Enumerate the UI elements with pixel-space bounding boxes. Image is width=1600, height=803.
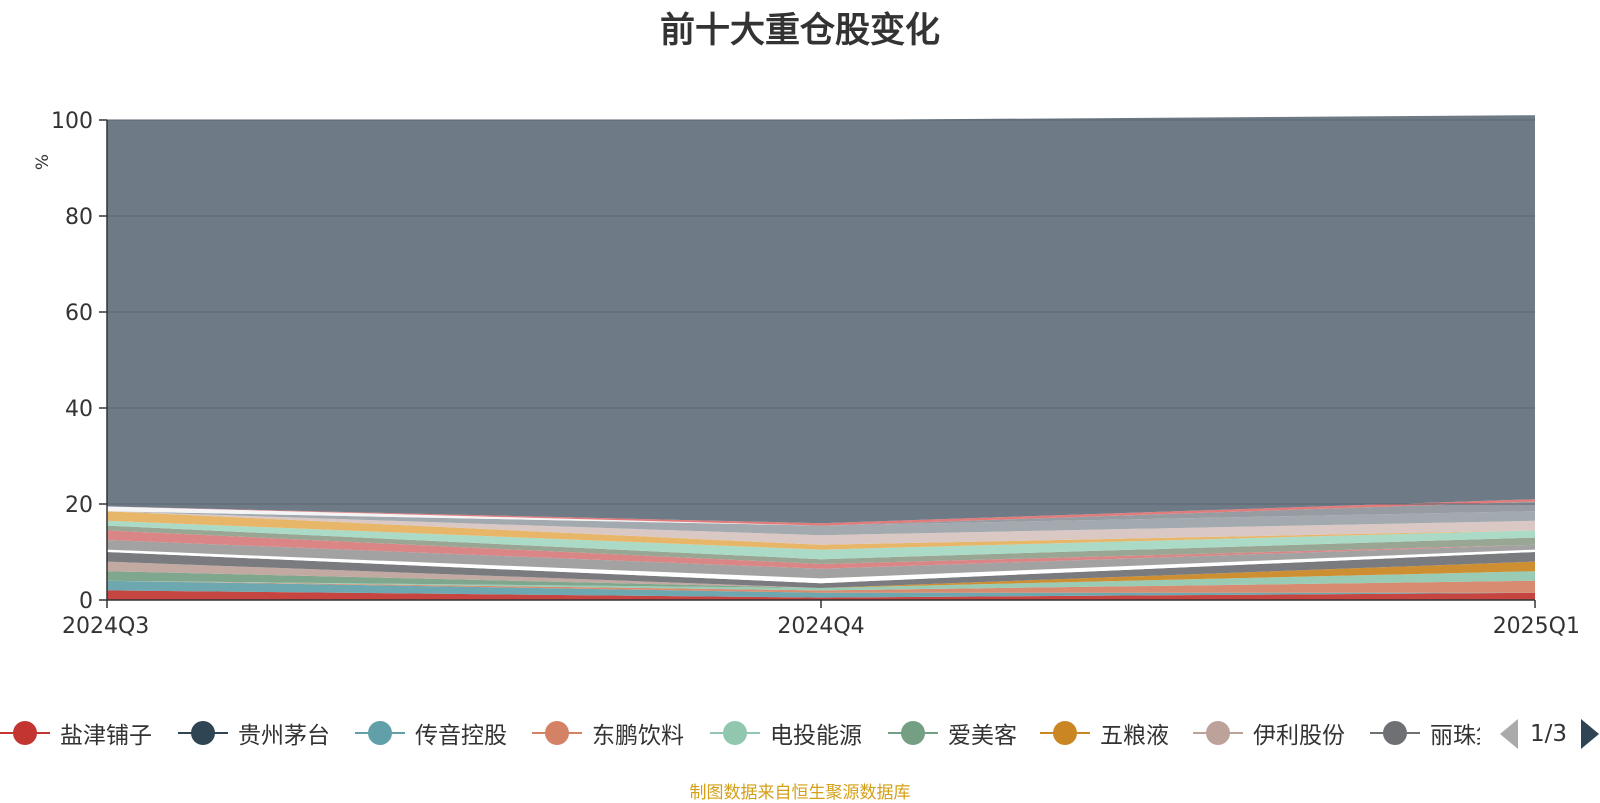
y-tick-label: 40 bbox=[65, 397, 93, 422]
legend-label: 东鹏饮料 bbox=[592, 723, 684, 749]
grid-lines bbox=[107, 119, 1535, 505]
legend-label: 贵州茅台 bbox=[238, 723, 330, 749]
area-series-18 bbox=[107, 506, 1535, 526]
area-series-21 bbox=[107, 115, 1535, 524]
legend-label: 盐津铺子 bbox=[60, 723, 152, 749]
area-series-8 bbox=[107, 561, 1535, 588]
legend-label: 五粮液 bbox=[1100, 723, 1169, 749]
area-series-16 bbox=[107, 511, 1535, 545]
axes: 0 20 40 60 80 100 2024Q3 2024Q4 2025Q1 bbox=[51, 109, 1580, 639]
chart-title: 前十大重仓股变化 bbox=[659, 11, 940, 51]
legend-item[interactable]: 爱美客 bbox=[888, 713, 1017, 753]
legend-item[interactable]: 传音控股 bbox=[355, 713, 507, 753]
source-note: 制图数据来自恒生聚源数据库 bbox=[689, 783, 911, 803]
legend-marker-icon bbox=[1193, 718, 1243, 748]
legend-label: 爱美客 bbox=[948, 723, 1017, 749]
legend-item[interactable]: 丽珠集团 bbox=[1370, 713, 1480, 753]
legend-marker-icon bbox=[710, 718, 760, 748]
area-series-12 bbox=[107, 530, 1535, 569]
area-series-group bbox=[107, 115, 1535, 600]
area-series-19 bbox=[107, 501, 1535, 526]
legend-item[interactable]: 贵州茅台 bbox=[178, 713, 330, 753]
y-tick-label: 20 bbox=[65, 493, 93, 518]
x-tick-label: 2025Q1 bbox=[1493, 614, 1580, 639]
legend-marker-icon bbox=[0, 718, 50, 748]
legend-item[interactable]: 伊利股份 bbox=[1193, 713, 1345, 753]
area-series-14 bbox=[107, 520, 1535, 560]
legend-pager: 1/3 bbox=[1500, 714, 1600, 754]
x-tick-label: 2024Q4 bbox=[777, 614, 864, 639]
legend-label: 传音控股 bbox=[415, 723, 507, 749]
legend-label: 伊利股份 bbox=[1253, 723, 1345, 749]
area-series-5 bbox=[107, 571, 1535, 591]
legend-label: 丽珠集团 bbox=[1430, 723, 1480, 749]
legend-label: 电投能源 bbox=[770, 723, 862, 749]
legend-page-indicator: 1/3 bbox=[1530, 721, 1568, 747]
area-series-15 bbox=[107, 511, 1535, 550]
legend-marker-icon bbox=[355, 718, 405, 748]
area-series-4 bbox=[107, 580, 1535, 593]
y-tick-label: 100 bbox=[51, 109, 93, 134]
legend-marker-icon bbox=[178, 718, 228, 748]
area-series-9 bbox=[107, 552, 1535, 588]
area-series-17 bbox=[107, 511, 1535, 536]
area-series-6 bbox=[107, 571, 1535, 588]
legend: 盐津铺子 贵州茅台 传音控股 东鹏饮料 电投能源 爱美客 五粮液 伊利股份 丽珠集团 bbox=[0, 713, 1480, 753]
legend-item[interactable]: 电投能源 bbox=[710, 713, 862, 753]
area-series-3 bbox=[107, 580, 1535, 598]
legend-item[interactable]: 五粮液 bbox=[1040, 713, 1169, 753]
legend-marker-icon bbox=[1040, 718, 1090, 748]
y-tick-label: 60 bbox=[65, 301, 93, 326]
legend-marker-icon bbox=[888, 718, 938, 748]
triangle-right-icon[interactable] bbox=[1581, 719, 1600, 749]
area-series-1 bbox=[107, 590, 1535, 600]
y-tick-label: 0 bbox=[79, 589, 93, 614]
x-tick-label: 2024Q3 bbox=[62, 614, 149, 639]
legend-marker-icon bbox=[532, 718, 582, 748]
area-series-7 bbox=[107, 561, 1535, 588]
legend-item[interactable]: 盐津铺子 bbox=[0, 713, 152, 753]
legend-item[interactable]: 东鹏饮料 bbox=[532, 713, 684, 753]
y-axis-label: % bbox=[33, 154, 53, 170]
chart-plot: 0 20 40 60 80 100 2024Q3 2024Q4 2025Q1 % bbox=[33, 109, 1580, 639]
area-series-11 bbox=[107, 540, 1535, 579]
triangle-left-icon[interactable] bbox=[1500, 719, 1518, 749]
y-tick-label: 80 bbox=[65, 205, 93, 230]
legend-marker-icon bbox=[1370, 718, 1420, 748]
